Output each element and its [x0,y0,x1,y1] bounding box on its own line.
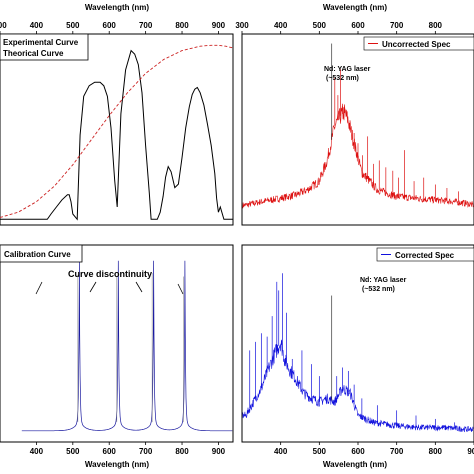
x-tick-labels: 400 500 600 700 800 900 [30,442,226,456]
panel-uncorrected-spectrum: 300 400 500 600 700 800 Wavelength (nm) Uncor… [235,3,474,226]
series-line-theorical-curve [0,44,234,218]
x-tick-label: 400 [30,447,44,456]
arrow-3 [135,281,143,293]
x-tick-label: 600 [351,21,365,30]
arrow-1 [35,281,43,295]
panel-calibration-curve: 400 500 600 700 800 900 Wavelength (nm) Calib… [0,244,234,469]
x-tick-label: 900 [212,21,226,30]
discontinuity-arrows [35,281,184,295]
x-tick-labels: 400 500 600 700 800 900 [274,442,474,456]
panel-frame [0,33,234,226]
spectrum-trace [242,339,474,433]
legend: Experimental Curve Theorical Curve [0,33,89,61]
curves [21,260,233,432]
x-tick-label: 800 [429,447,443,456]
annotation-laser: Nd: YAG laser [324,66,371,73]
x-tick-label: 900 [212,447,226,456]
x-tick-label: 400 [274,447,288,456]
annotation-laser: Nd: YAG laser [360,277,407,284]
x-tick-label: 500 [66,21,80,30]
legend-label-experimental: Experimental Curve [3,38,79,47]
legend-box [363,36,474,51]
legend-box [376,247,474,262]
x-tick-label: 500 [66,447,80,456]
legend-label: Calibration Curve [4,250,71,259]
x-axis-label: Wavelength (nm) [85,460,149,469]
x-tick-label: 400 [30,21,44,30]
x-tick-label: 800 [175,447,189,456]
calibration-trace [21,260,233,432]
x-tick-label: 700 [390,21,404,30]
curves [242,43,474,209]
x-tick-labels: 300 400 500 600 700 800 [235,21,443,34]
x-tick-label: 700 [139,21,153,30]
curves [242,273,474,433]
legend: Calibration Curve [0,244,83,263]
panel-corrected-spectrum: 400 500 600 700 800 900 Wavelength (nm) Corre… [241,244,474,469]
x-tick-label: 500 [313,447,327,456]
arrow-2 [89,281,97,293]
x-tick-label: 300 [0,21,7,30]
arrow-4 [177,283,184,295]
series-line-experimental-curve [0,49,233,221]
legend-box [0,244,83,263]
x-tick-label: 600 [103,21,117,30]
legend-label-theorical: Theorical Curve [3,49,64,58]
legend-label: Uncorrected Spec [382,40,451,49]
x-tick-label: 800 [175,21,189,30]
x-axis-label: Wavelength (nm) [323,3,387,12]
x-tick-label: 600 [103,447,117,456]
annotation-wavelength: (~532 nm) [362,286,395,293]
legend-label: Corrected Spec [395,251,455,260]
x-tick-label: 500 [313,21,327,30]
x-tick-label: 400 [274,21,288,30]
legend: Corrected Spec [376,247,474,262]
legend: Uncorrected Spec [363,36,474,51]
x-tick-label: 800 [429,21,443,30]
x-axis-label: Wavelength (nm) [85,3,149,12]
panel-frame [0,244,234,443]
x-tick-label: 600 [351,447,365,456]
x-axis-label: Wavelength (nm) [323,460,387,469]
x-tick-labels: 300 400 500 600 700 800 900 [0,21,226,34]
x-tick-label: 700 [139,447,153,456]
annotation-discontinuity: Curve discontinuity [68,269,152,279]
curves [0,44,234,221]
x-tick-label: 900 [467,447,474,456]
panel-experimental-theoretical: 300 400 500 600 700 800 900 Wavelength (nm) Ex… [0,3,234,226]
x-tick-label: 700 [390,447,404,456]
annotation-wavelength: (~532 nm) [326,75,359,82]
x-tick-label: 300 [235,21,249,30]
legend-box [0,33,89,61]
